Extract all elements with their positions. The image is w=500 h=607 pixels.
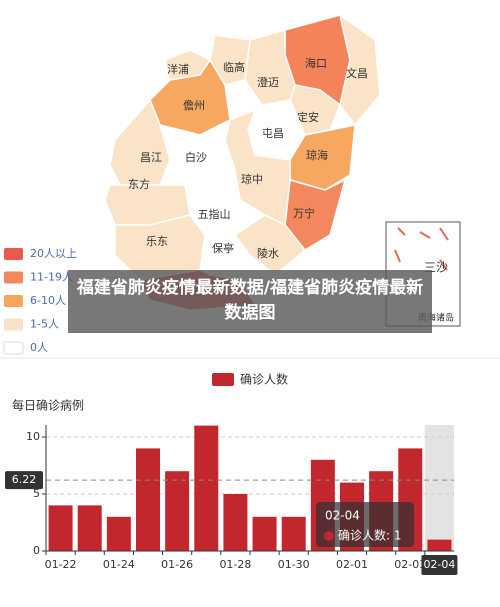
region: 临高 — [209, 34, 251, 86]
region-label: 昌江 — [140, 151, 162, 164]
legend-swatch — [4, 271, 23, 284]
region: 陵水 — [233, 214, 307, 276]
tooltip-title: 02-04 — [325, 509, 360, 523]
region: 保亭 — [199, 234, 251, 281]
y-tick-label: 5 — [33, 487, 40, 500]
bar — [106, 516, 131, 551]
bar — [194, 425, 219, 551]
region-label: 文昌 — [346, 66, 368, 80]
average-label: 6.22 — [12, 473, 37, 486]
region-shape — [158, 118, 236, 196]
region-label: 万宁 — [293, 206, 315, 220]
region-label: 东方 — [128, 177, 150, 191]
region-shape — [209, 34, 251, 86]
legend-label: 1-5人 — [30, 318, 59, 331]
x-pointer-box — [421, 555, 458, 575]
region-label: 澄迈 — [257, 75, 279, 89]
region-label: 儋州 — [183, 99, 205, 112]
x-tick-label: 01-22 — [45, 558, 77, 571]
region: 洋浦 — [164, 49, 212, 81]
region: 白沙 — [158, 118, 236, 196]
overlay-title: 福建省肺炎疫情最新数据/福建省肺炎疫情最新数据图 — [76, 278, 424, 323]
region-label: 临高 — [223, 60, 245, 74]
legend-label: 11-19人 — [30, 271, 73, 284]
x-tick-label: 02-01 — [336, 558, 368, 571]
map-legend: 20人以上 11-19人 6-10人 1-5人 0人 — [3, 247, 77, 355]
legend-swatch — [4, 248, 23, 260]
region-label: 洋浦 — [167, 62, 189, 76]
region-label: 陵水 — [257, 247, 279, 260]
tooltip-box — [316, 502, 414, 547]
bar — [48, 505, 73, 551]
bar — [77, 505, 102, 551]
legend-label: 确诊人数 — [240, 372, 288, 387]
region-shape — [109, 98, 171, 186]
region: 琼海 — [289, 124, 356, 191]
legend-label: 20人以上 — [30, 247, 77, 260]
region: 东方 — [104, 177, 191, 226]
average-label-box — [5, 471, 43, 490]
legend-label: 6-10人 — [30, 294, 66, 307]
x-tick-label: 01-30 — [278, 558, 310, 571]
tooltip-dot — [324, 531, 334, 541]
y-tick-label: 10 — [26, 430, 40, 443]
bar — [252, 516, 277, 551]
bar — [165, 471, 190, 551]
x-tick-label: 01-24 — [103, 558, 135, 571]
region-label: 屯昌 — [262, 127, 284, 140]
legend-swatch — [4, 295, 23, 307]
overlay-banner — [68, 270, 432, 333]
tooltip-text: 确诊人数: 1 — [338, 528, 402, 543]
x-pointer-label: 02-04 — [423, 558, 455, 571]
region: 定安 — [289, 84, 341, 136]
x-tick-label: 01-26 — [161, 558, 193, 571]
hover-band — [424, 425, 454, 551]
bar — [136, 448, 160, 551]
region-label: 琼中 — [241, 172, 263, 186]
bar — [427, 539, 452, 551]
legend-swatch — [3, 341, 24, 355]
y-axis-title: 每日确诊病例 — [12, 398, 84, 413]
region-label: 海口 — [305, 56, 327, 70]
region-label: 白沙 — [185, 150, 207, 164]
x-tick-label: 01-28 — [219, 558, 251, 571]
region-label: 五指山 — [198, 207, 231, 221]
x-tick-label: 02-03 — [394, 558, 426, 571]
y-tick-label: 0 — [33, 544, 40, 557]
bar — [223, 494, 248, 551]
overlay-wrap: 福建省肺炎疫情最新数据/福建省肺炎疫情最新数据图 — [76, 278, 424, 323]
region-shape — [233, 214, 307, 276]
inset-islands — [394, 227, 449, 271]
region-label: 琼海 — [306, 148, 328, 162]
region-label: 定安 — [297, 110, 319, 124]
legend-swatch — [4, 318, 23, 331]
legend-swatch — [212, 373, 234, 386]
region-label: 乐东 — [146, 235, 168, 248]
region-label: 保亭 — [212, 241, 234, 255]
region: 文昌 — [338, 13, 381, 127]
legend-label: 0人 — [30, 341, 48, 354]
bar — [281, 516, 306, 551]
region: 昌江 — [109, 98, 171, 186]
